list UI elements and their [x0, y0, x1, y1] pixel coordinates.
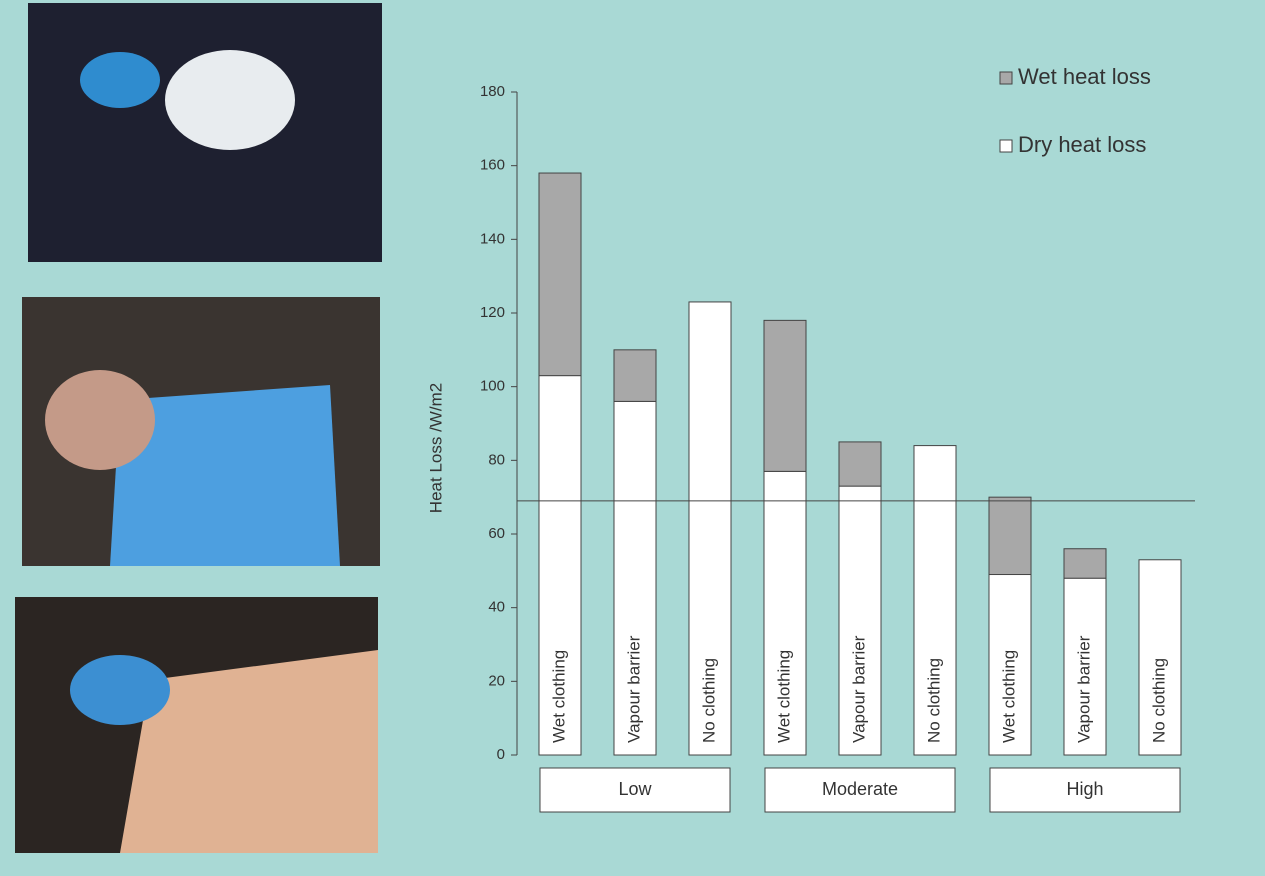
y-tick-label: 40	[488, 599, 505, 616]
y-tick-label: 0	[497, 746, 505, 763]
group-label: High	[1066, 779, 1103, 799]
category-label: No clothing	[1149, 658, 1168, 743]
bar-segment	[989, 497, 1031, 574]
group-label: Low	[618, 779, 652, 799]
legend-swatch	[1000, 72, 1012, 84]
page: Heat Loss /W/m2 0 20 40 60 80 100 120 140 160 180…	[0, 0, 1265, 876]
bar-segment	[1064, 549, 1106, 578]
photo-detail	[165, 50, 295, 150]
category-label: No clothing	[924, 658, 943, 743]
y-tick-label: 120	[480, 304, 505, 321]
photo-detail	[70, 655, 170, 725]
category-label: Wet clothing	[999, 650, 1018, 743]
legend-label: Dry heat loss	[1018, 132, 1146, 157]
legend-swatch	[1000, 140, 1012, 152]
category-label: Wet clothing	[774, 650, 793, 743]
bar-segment	[839, 442, 881, 486]
y-tick-label: 180	[480, 83, 505, 100]
y-tick-label: 20	[488, 672, 505, 689]
photo-detail	[45, 370, 155, 470]
bar-segment	[764, 320, 806, 471]
bar-segment	[614, 350, 656, 402]
group-label: Moderate	[822, 779, 898, 799]
y-tick-label: 60	[488, 525, 505, 542]
y-axis-label: Heat Loss /W/m2	[426, 383, 445, 513]
slide: Heat Loss /W/m2 0 20 40 60 80 100 120 140 160 180…	[0, 0, 1265, 876]
category-label: Wet clothing	[549, 650, 568, 743]
y-tick-label: 160	[480, 157, 505, 174]
category-label: Vapour barrier	[624, 635, 643, 743]
photo-detail	[80, 52, 160, 108]
category-label: No clothing	[699, 658, 718, 743]
category-label: Vapour barrier	[1074, 635, 1093, 743]
legend-label: Wet heat loss	[1018, 64, 1151, 89]
y-tick-label: 100	[480, 378, 505, 395]
y-tick-label: 140	[480, 230, 505, 247]
bar-segment	[539, 173, 581, 376]
y-tick-label: 80	[488, 451, 505, 468]
category-label: Vapour barrier	[849, 635, 868, 743]
